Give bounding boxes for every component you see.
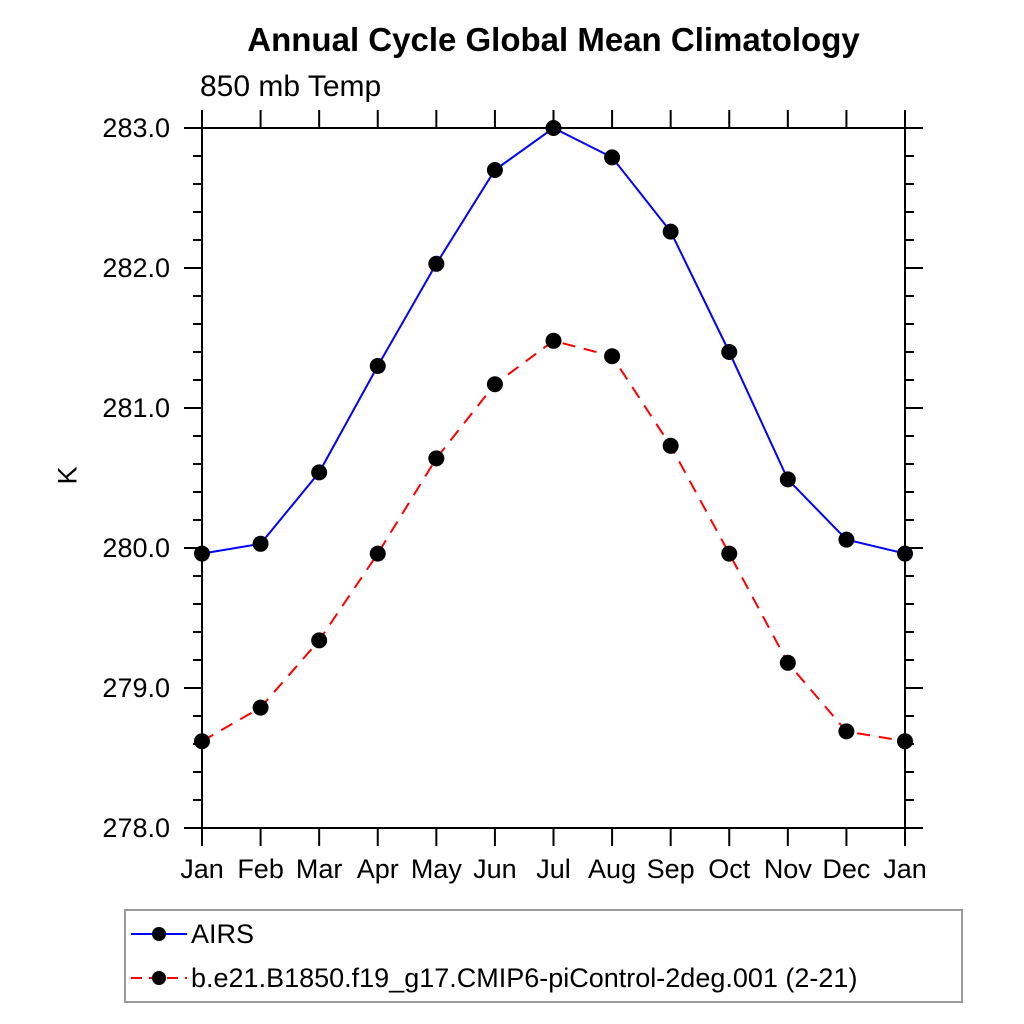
airs-sample-marker-icon bbox=[152, 927, 166, 941]
airs-data-point bbox=[897, 545, 913, 562]
model-data-point bbox=[721, 545, 738, 562]
legend: AIRS b.e21.B1850.f19_g17.CMIP6-piControl… bbox=[124, 909, 963, 1003]
legend-label-model: b.e21.B1850.f19_g17.CMIP6-piControl-2deg… bbox=[191, 962, 858, 993]
x-axis-tick-label: Jan bbox=[180, 854, 224, 884]
model-sample-marker-icon bbox=[152, 971, 166, 985]
x-axis-tick-label: Jun bbox=[473, 854, 517, 884]
model-data-point bbox=[194, 733, 210, 750]
x-axis-tick-label: Nov bbox=[764, 854, 813, 884]
x-axis-tick-label: Sep bbox=[647, 854, 695, 884]
airs-data-point bbox=[604, 149, 621, 166]
x-axis-tick-label: Feb bbox=[237, 854, 284, 884]
chart-subtitle: 850 mb Temp bbox=[200, 70, 382, 103]
x-axis-tick-label: Aug bbox=[588, 854, 636, 884]
model-data-point bbox=[369, 545, 386, 562]
model-data-point bbox=[428, 450, 445, 467]
y-axis-tick-label: 281.0 bbox=[102, 393, 170, 423]
x-axis-tick-label: Dec bbox=[822, 854, 870, 884]
model-data-point bbox=[545, 332, 562, 349]
y-axis-tick-label: 282.0 bbox=[102, 253, 170, 283]
chart-title: Annual Cycle Global Mean Climatology bbox=[247, 21, 860, 58]
airs-data-point bbox=[252, 535, 269, 552]
airs-data-point bbox=[194, 545, 210, 562]
model-data-point bbox=[311, 632, 328, 649]
model-data-point bbox=[252, 699, 269, 716]
airs-data-point bbox=[428, 255, 445, 272]
x-axis-tick-label: May bbox=[411, 854, 463, 884]
airs-data-point bbox=[662, 223, 679, 240]
model-data-point bbox=[779, 654, 796, 671]
model-data-point bbox=[897, 733, 913, 750]
legend-label-airs: AIRS bbox=[191, 918, 255, 949]
model-data-point bbox=[604, 348, 621, 365]
model-line-sample bbox=[131, 971, 187, 985]
y-axis-tick-label: 283.0 bbox=[102, 113, 170, 143]
model-series-line bbox=[201, 339, 906, 743]
airs-data-point bbox=[486, 162, 503, 178]
x-axis-tick-label: Mar bbox=[296, 854, 343, 884]
legend-item-model: b.e21.B1850.f19_g17.CMIP6-piControl-2deg… bbox=[126, 957, 961, 999]
airs-data-point bbox=[369, 358, 386, 374]
airs-data-point bbox=[721, 344, 738, 360]
airs-data-point bbox=[311, 464, 328, 481]
x-axis-tick-label: Jul bbox=[536, 854, 571, 884]
legend-item-airs: AIRS bbox=[126, 913, 961, 955]
y-axis-tick-label: 279.0 bbox=[102, 673, 170, 703]
x-axis-tick-label: Oct bbox=[708, 854, 751, 884]
x-axis-tick-label: Apr bbox=[357, 854, 399, 884]
airs-line-sample bbox=[131, 927, 187, 941]
model-data-point bbox=[838, 723, 855, 740]
y-axis-tick-label: 280.0 bbox=[102, 533, 170, 563]
airs-data-point bbox=[779, 471, 796, 488]
airs-data-point bbox=[545, 120, 562, 136]
plot-frame bbox=[201, 127, 906, 829]
model-data-point bbox=[662, 437, 679, 454]
airs-data-point bbox=[838, 531, 855, 548]
x-axis-tick-label: Jan bbox=[883, 854, 927, 884]
model-data-point bbox=[486, 376, 503, 393]
y-axis-tick-label: 278.0 bbox=[102, 813, 170, 843]
